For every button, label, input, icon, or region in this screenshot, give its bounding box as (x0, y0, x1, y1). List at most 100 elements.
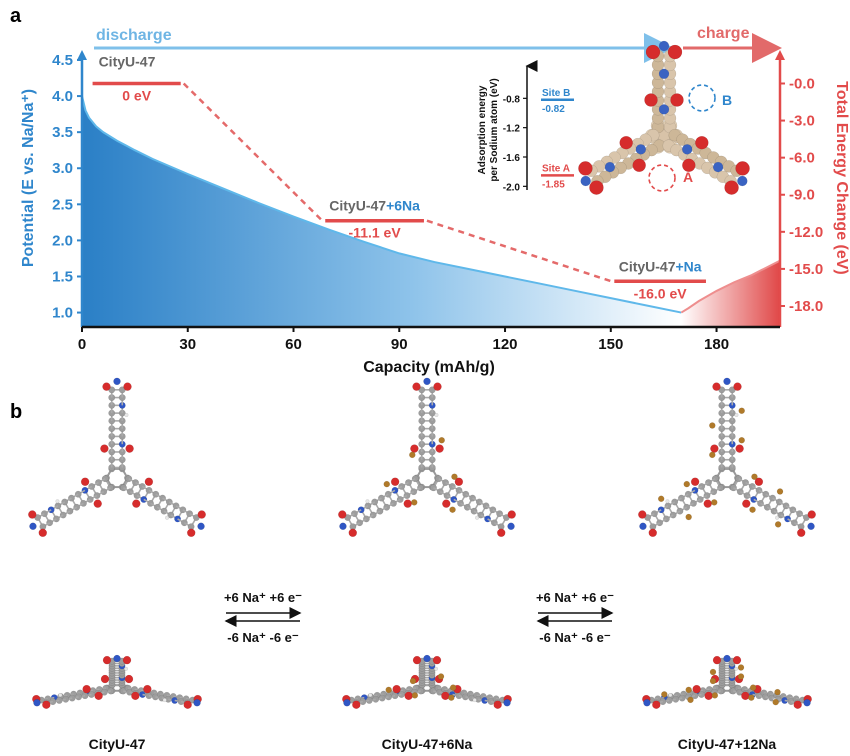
atom (712, 382, 721, 391)
atom (102, 382, 111, 391)
atom (734, 412, 739, 418)
x-tick-label: 60 (285, 336, 302, 353)
energy-level-value-1: -11.1 eV (349, 225, 402, 241)
atom (687, 696, 694, 704)
atom (124, 412, 129, 418)
atom (140, 496, 148, 503)
atom (412, 382, 421, 391)
atom (772, 698, 779, 706)
atom (197, 510, 206, 519)
caption-cityu-47-6na: CityU-47+6Na (382, 736, 473, 752)
molecule-side-view (642, 654, 812, 709)
right-tick-label: -9.0 (789, 187, 815, 204)
atom (681, 144, 693, 155)
atom (484, 515, 492, 523)
atom (133, 492, 141, 500)
atom (619, 135, 633, 150)
atom (755, 486, 763, 494)
atom (712, 161, 724, 173)
right-axis-arrowhead (775, 50, 785, 60)
atom (67, 494, 75, 502)
discharge-area (82, 96, 682, 327)
atom (131, 691, 140, 701)
atom (100, 444, 109, 453)
atom (102, 655, 112, 665)
atom (683, 480, 691, 488)
inset-chart: Adsorption energy per Sodium atom (eV) -… (477, 40, 750, 195)
reaction-forward-1: +6 Na⁺ +6 e⁻ (224, 590, 302, 605)
atom (750, 496, 758, 503)
atom (29, 522, 37, 531)
molecule-top-view (28, 377, 206, 538)
atom (691, 486, 699, 494)
site-a-mark: A (683, 169, 693, 185)
atom (403, 499, 412, 508)
atom (101, 475, 109, 483)
atom (661, 691, 668, 698)
atom (123, 382, 132, 391)
inset-site-value-1: -1.85 (542, 179, 565, 190)
atom (690, 499, 697, 507)
left-tick-label: 1.5 (52, 268, 73, 285)
atom (451, 473, 458, 481)
atom (665, 499, 670, 504)
site-a-circle (648, 164, 676, 192)
atom (450, 496, 458, 503)
energy-level-name-2: CityU-47+Na (619, 258, 702, 274)
atom (685, 686, 692, 694)
atom (658, 104, 670, 115)
atom (507, 510, 516, 519)
atom (433, 382, 442, 391)
atom (643, 698, 651, 707)
atom (741, 691, 750, 701)
atom (709, 451, 716, 459)
atom (496, 528, 506, 538)
atom (159, 494, 167, 502)
atom (704, 691, 713, 701)
atom (437, 673, 445, 680)
atom (503, 698, 511, 707)
inset-tick-label: -0.8 (503, 94, 521, 105)
atom (433, 666, 439, 671)
site-b-circle (688, 84, 716, 112)
atom (682, 158, 696, 173)
atom (754, 477, 764, 486)
right-y-ticks: -0.0 -3.0 -6.0 -9.0 -12.0 -15.0 -18.0 (780, 75, 823, 315)
atom (703, 499, 712, 508)
inset-ylabel-line1: Adsorption energy (477, 85, 488, 174)
atom (462, 490, 470, 498)
discharge-curve (81, 95, 682, 314)
atom (580, 175, 591, 187)
atom (604, 161, 616, 173)
atom (657, 495, 665, 503)
atom (58, 693, 63, 698)
atom (124, 674, 134, 684)
panel-letter-b: b (10, 401, 22, 423)
atom (383, 480, 391, 488)
atom (748, 694, 755, 701)
right-tick-label: -18.0 (789, 298, 823, 315)
atom (423, 377, 431, 386)
right-tick-label: -15.0 (789, 261, 823, 278)
atom (709, 677, 717, 685)
charge-area (681, 260, 780, 327)
atom (107, 484, 114, 492)
atom (723, 377, 731, 386)
x-tick-label: 180 (704, 336, 729, 353)
atom (338, 510, 347, 519)
atom (449, 684, 457, 691)
charge-curve (680, 259, 781, 314)
site-b-mark: B (722, 92, 732, 108)
atom (684, 490, 692, 498)
atom (93, 499, 102, 508)
atom (774, 688, 781, 696)
atom (735, 161, 750, 176)
atom (113, 654, 121, 663)
x-axis-title: Capacity (mAh/g) (363, 359, 495, 376)
atom (667, 44, 683, 60)
atom (733, 382, 742, 391)
atom (757, 499, 764, 507)
atom (368, 693, 373, 698)
energy-level-value-0: 0 eV (122, 87, 151, 103)
atom (438, 436, 445, 444)
